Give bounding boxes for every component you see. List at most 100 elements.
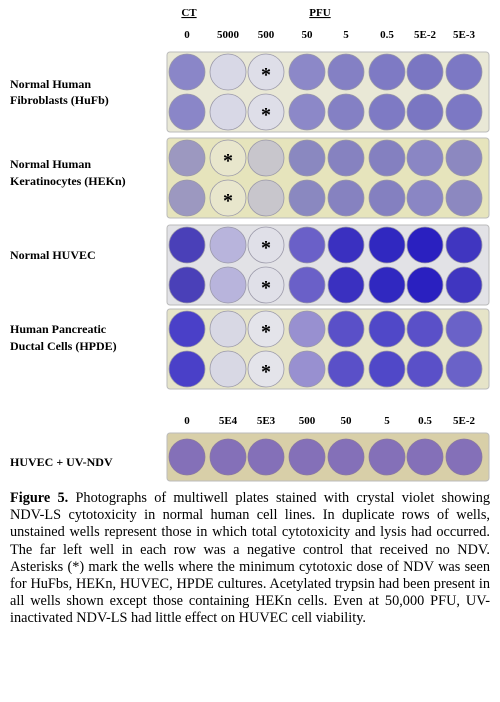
well xyxy=(368,139,406,177)
well xyxy=(445,53,483,91)
asterisk: * xyxy=(223,190,233,212)
column-label: 50 xyxy=(302,29,314,41)
row-label: HUVEC + UV-NDV xyxy=(10,455,113,469)
well xyxy=(209,53,247,91)
well xyxy=(327,310,365,348)
well xyxy=(209,438,247,476)
well xyxy=(406,53,444,91)
well xyxy=(168,266,206,304)
well xyxy=(247,179,285,217)
well xyxy=(247,93,285,131)
well xyxy=(288,93,326,131)
column-label: 0 xyxy=(184,415,190,427)
well xyxy=(406,226,444,264)
well xyxy=(445,438,483,476)
well xyxy=(168,53,206,91)
asterisk: * xyxy=(261,321,271,343)
column-label: 5E4 xyxy=(219,415,238,427)
well xyxy=(168,438,206,476)
well xyxy=(288,226,326,264)
row-label: Human Pancreatic xyxy=(10,322,107,336)
column-label: 0 xyxy=(184,29,190,41)
well xyxy=(368,53,406,91)
column-label: 5 xyxy=(384,415,390,427)
ct-header: CT xyxy=(181,7,197,19)
well xyxy=(445,93,483,131)
well xyxy=(368,266,406,304)
well xyxy=(209,93,247,131)
caption: Figure 5. Photographs of multiwell plate… xyxy=(10,490,490,628)
column-label: 5E-2 xyxy=(414,29,437,41)
asterisk: * xyxy=(223,150,233,172)
well xyxy=(327,139,365,177)
column-label: 0.5 xyxy=(418,415,432,427)
well xyxy=(368,93,406,131)
column-label: 50 xyxy=(341,415,353,427)
well xyxy=(168,310,206,348)
well xyxy=(327,93,365,131)
column-label: 5E-3 xyxy=(453,29,476,41)
well xyxy=(288,179,326,217)
well xyxy=(247,310,285,348)
caption-label: Figure 5. xyxy=(10,490,69,506)
row-label: Fibroblasts (HuFb) xyxy=(10,93,109,107)
well xyxy=(368,350,406,388)
well xyxy=(368,226,406,264)
well xyxy=(247,438,285,476)
well xyxy=(247,350,285,388)
well xyxy=(209,266,247,304)
well xyxy=(288,310,326,348)
well xyxy=(445,266,483,304)
well xyxy=(368,310,406,348)
caption-text: Photographs of multiwell plates stained … xyxy=(10,490,491,627)
well xyxy=(406,266,444,304)
well xyxy=(406,93,444,131)
well xyxy=(247,266,285,304)
well xyxy=(247,53,285,91)
well xyxy=(168,226,206,264)
asterisk: * xyxy=(261,277,271,299)
well xyxy=(168,139,206,177)
column-label: 5E3 xyxy=(257,415,276,427)
well xyxy=(209,179,247,217)
well xyxy=(445,310,483,348)
well xyxy=(406,350,444,388)
well xyxy=(288,139,326,177)
well xyxy=(327,226,365,264)
well xyxy=(327,266,365,304)
well xyxy=(445,350,483,388)
well xyxy=(406,139,444,177)
well xyxy=(288,350,326,388)
well xyxy=(288,53,326,91)
well xyxy=(327,179,365,217)
well xyxy=(209,350,247,388)
well xyxy=(406,179,444,217)
column-label: 5E-2 xyxy=(453,415,476,427)
well xyxy=(406,310,444,348)
well xyxy=(247,226,285,264)
well xyxy=(327,350,365,388)
column-label: 0.5 xyxy=(380,29,394,41)
well xyxy=(247,139,285,177)
row-label: Normal Human xyxy=(10,157,91,171)
column-label: 500 xyxy=(258,29,275,41)
well xyxy=(327,438,365,476)
well xyxy=(368,179,406,217)
row-label: Ductal Cells (HPDE) xyxy=(10,339,117,353)
figure: CT PFU 0 5000 500 50 5 0.5 5E-2 5E-3**Normal Hu… xyxy=(10,7,490,482)
well xyxy=(288,438,326,476)
well xyxy=(327,53,365,91)
well xyxy=(209,310,247,348)
asterisk: * xyxy=(261,104,271,126)
column-label: 5000 xyxy=(217,29,240,41)
well xyxy=(406,438,444,476)
asterisk: * xyxy=(261,361,271,383)
well xyxy=(168,350,206,388)
well xyxy=(445,139,483,177)
well xyxy=(288,266,326,304)
column-label: 500 xyxy=(299,415,316,427)
column-label: 5 xyxy=(343,29,349,41)
well xyxy=(209,226,247,264)
well xyxy=(445,179,483,217)
well xyxy=(209,139,247,177)
